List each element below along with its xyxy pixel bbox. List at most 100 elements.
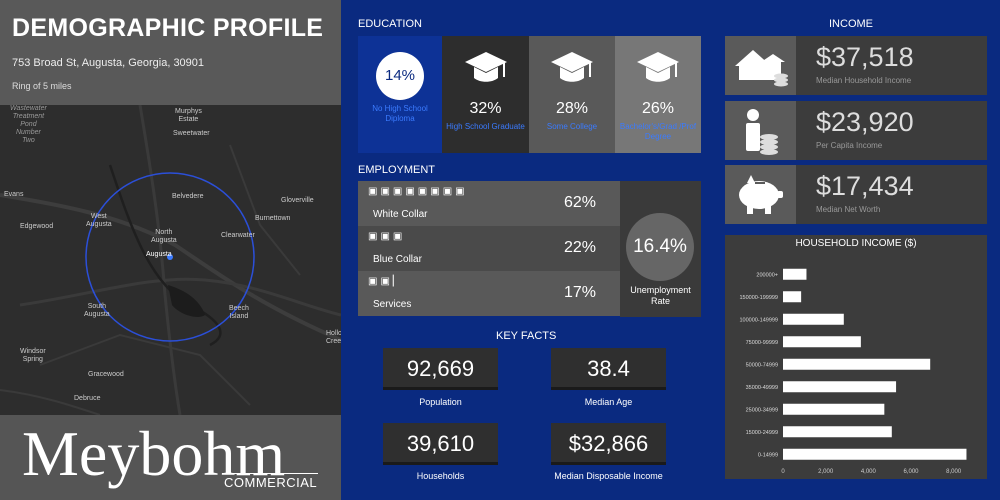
category-label: 75000-99999 <box>746 340 778 346</box>
income-row-household: $37,518 Median Household Income <box>725 36 987 95</box>
employment-heading: EMPLOYMENT <box>358 164 436 176</box>
profile-header: DEMOGRAPHIC PROFILE 753 Broad St, August… <box>0 0 341 105</box>
median-net-worth-label: Median Net Worth <box>816 205 881 214</box>
employment-row-services: ▣▣▏ Services 17% <box>358 271 620 316</box>
blue-collar-icons: ▣▣▣ <box>368 231 406 242</box>
income-row-per-capita: $23,920 Per Capita Income <box>725 101 987 160</box>
graduation-cap-icon <box>464 52 507 82</box>
map-label-augusta: Augusta <box>146 251 172 258</box>
map-label-gracewood: Gracewood <box>88 371 124 378</box>
employment-row-white-collar: ▣▣▣▣▣▣▣▣ White Collar 62% <box>358 181 620 226</box>
population-value: 92,669 <box>383 348 498 390</box>
category-label: 15000-24999 <box>746 430 778 436</box>
unemployment-tile: 16.4% Unemployment Rate <box>620 181 701 317</box>
income-row-net-worth: $17,434 Median Net Worth <box>725 165 987 224</box>
map-graphic <box>0 105 341 415</box>
ring-text: Ring of 5 miles <box>12 81 72 91</box>
education-tile-3: 28% Some College <box>529 36 615 153</box>
education-tile-2: 32% High School Graduate <box>442 36 529 153</box>
income-body-net-worth: $17,434 Median Net Worth <box>796 165 987 224</box>
map-label-evans: Evans <box>4 191 24 198</box>
education-tile-1: 14% No High School Diploma <box>358 36 442 153</box>
map-label-west-augusta: West Augusta <box>86 213 112 228</box>
graduation-cap-icon <box>551 52 593 82</box>
category-label: 35000-49999 <box>746 385 778 391</box>
employment-label-services: Services <box>373 299 412 310</box>
map-label-edgewood: Edgewood <box>20 223 54 230</box>
employment-row-blue-collar: ▣▣▣ Blue Collar 22% <box>358 226 620 271</box>
logo-subtitle: COMMERCIAL <box>224 475 318 490</box>
median-disposable-income-label: Median Disposable Income <box>554 471 663 481</box>
x-tick-label: 8,000 <box>946 469 962 475</box>
unemployment-value: 16.4% <box>626 213 694 281</box>
education-pct-2: 32% <box>469 100 502 117</box>
map-label-south-augusta: South Augusta <box>84 303 110 318</box>
map-label-murphys: Murphys Estate <box>175 108 202 123</box>
x-tick-label: 4,000 <box>861 469 877 475</box>
category-label: 150000-199999 <box>739 295 778 301</box>
households-label: Households <box>416 471 465 481</box>
address-text: 753 Broad St, Augusta, Georgia, 30901 <box>12 57 205 69</box>
education-pct-3: 28% <box>555 100 589 117</box>
income-body-household: $37,518 Median Household Income <box>796 36 987 95</box>
map-label-beech-island: Beech Island <box>229 305 249 320</box>
household-income-chart: HOUSEHOLD INCOME ($) 200000+ 150000-19999… <box>725 235 987 479</box>
logo-rule <box>222 473 318 474</box>
map-label-belvedere: Belvedere <box>172 193 204 200</box>
map-label-holloway: Hollo Cree <box>326 330 341 345</box>
graduation-cap-icon <box>637 52 679 82</box>
employment-pct-blue-collar: 22% <box>563 239 596 256</box>
x-tick-label: 2,000 <box>818 469 834 475</box>
bar <box>783 426 892 438</box>
map-label-sweetwater: Sweetwater <box>173 130 210 137</box>
education-circle-1: 14% <box>376 52 424 100</box>
left-panel: DEMOGRAPHIC PROFILE 753 Broad St, August… <box>0 0 341 500</box>
education-tile-4: 26% Bachelor's/Grad /Prof Degree <box>615 36 701 153</box>
category-label: 0-14999 <box>758 452 778 458</box>
key-facts-heading: KEY FACTS <box>496 330 557 342</box>
employment-label-white-collar: White Collar <box>373 209 428 220</box>
services-icons: ▣▣▏ <box>368 276 404 287</box>
area-map[interactable]: Wastewater Treatment Pond Number Two Mur… <box>0 105 341 415</box>
unemployment-label: Unemployment Rate <box>630 285 691 306</box>
white-collar-icons: ▣▣▣▣▣▣▣▣ <box>368 186 468 197</box>
x-tick-label: 6,000 <box>903 469 919 475</box>
median-net-worth-value: $17,434 <box>816 171 914 201</box>
median-age-value: 38.4 <box>551 348 666 390</box>
income-body-per-capita: $23,920 Per Capita Income <box>796 101 987 160</box>
employment-pct-white-collar: 62% <box>563 194 596 211</box>
map-label-gloverville: Gloverville <box>281 197 314 204</box>
category-label: 25000-34999 <box>746 407 778 413</box>
education-heading: EDUCATION <box>358 18 422 30</box>
map-label-burnettown: Burnettown <box>255 215 291 222</box>
bar <box>783 336 861 348</box>
population-label: Population <box>419 397 462 407</box>
bar <box>783 381 897 393</box>
chart-title: HOUSEHOLD INCOME ($) <box>795 238 917 249</box>
logo-wordmark: Meybohm <box>22 418 286 489</box>
employment-pct-services: 17% <box>563 284 596 301</box>
map-label-windsor-spring: Windsor Spring <box>20 348 46 363</box>
bar <box>783 291 802 303</box>
houses-icon <box>725 36 796 95</box>
bar <box>783 448 967 460</box>
education-label-2: High School Graduate <box>446 122 525 131</box>
median-age-label: Median Age <box>584 397 633 407</box>
chart-plot: 200000+ 150000-199999 100000-149999 75000-9… <box>739 268 967 475</box>
category-label: 200000+ <box>756 272 778 278</box>
education-label-4: Bachelor's/Grad /Prof Degree <box>619 122 697 141</box>
households-value: 39,610 <box>383 423 498 465</box>
bar <box>783 403 885 415</box>
bar <box>783 268 807 280</box>
education-label-3: Some College <box>546 122 598 131</box>
map-label-debruce: Debruce <box>74 395 101 402</box>
education-label-1: No High School Diploma <box>372 104 428 123</box>
per-capita-income-label: Per Capita Income <box>816 141 883 150</box>
education-pct-4: 26% <box>641 100 675 117</box>
map-label-treatment: Wastewater Treatment Pond Number Two <box>10 105 47 144</box>
map-label-clearwater: Clearwater <box>221 232 255 239</box>
person-coins-icon <box>725 101 796 160</box>
page-title: DEMOGRAPHIC PROFILE <box>12 14 324 42</box>
map-label-north-augusta: North Augusta <box>151 229 177 244</box>
median-household-income-value: $37,518 <box>816 42 914 72</box>
